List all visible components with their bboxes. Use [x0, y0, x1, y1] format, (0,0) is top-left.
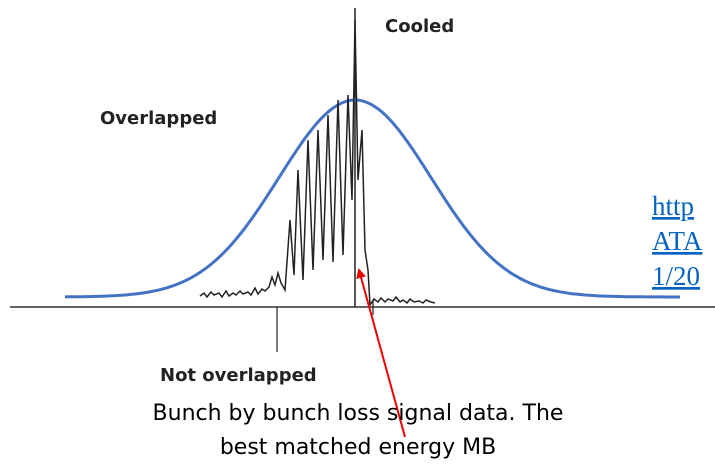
- link-text[interactable]: http: [652, 191, 694, 221]
- arrow: [356, 268, 406, 438]
- caption: Bunch by bunch loss signal data. The: [153, 401, 564, 426]
- label: Not overlapped: [160, 365, 317, 386]
- label: Cooled: [385, 16, 454, 37]
- loss-signal: [199, 19, 436, 308]
- link-text[interactable]: ATA: [652, 226, 703, 256]
- caption: best matched energy MB: [220, 435, 496, 460]
- gaussian-curve: [64, 98, 680, 299]
- label: Overlapped: [100, 108, 217, 129]
- link-text[interactable]: 1/20: [652, 261, 700, 291]
